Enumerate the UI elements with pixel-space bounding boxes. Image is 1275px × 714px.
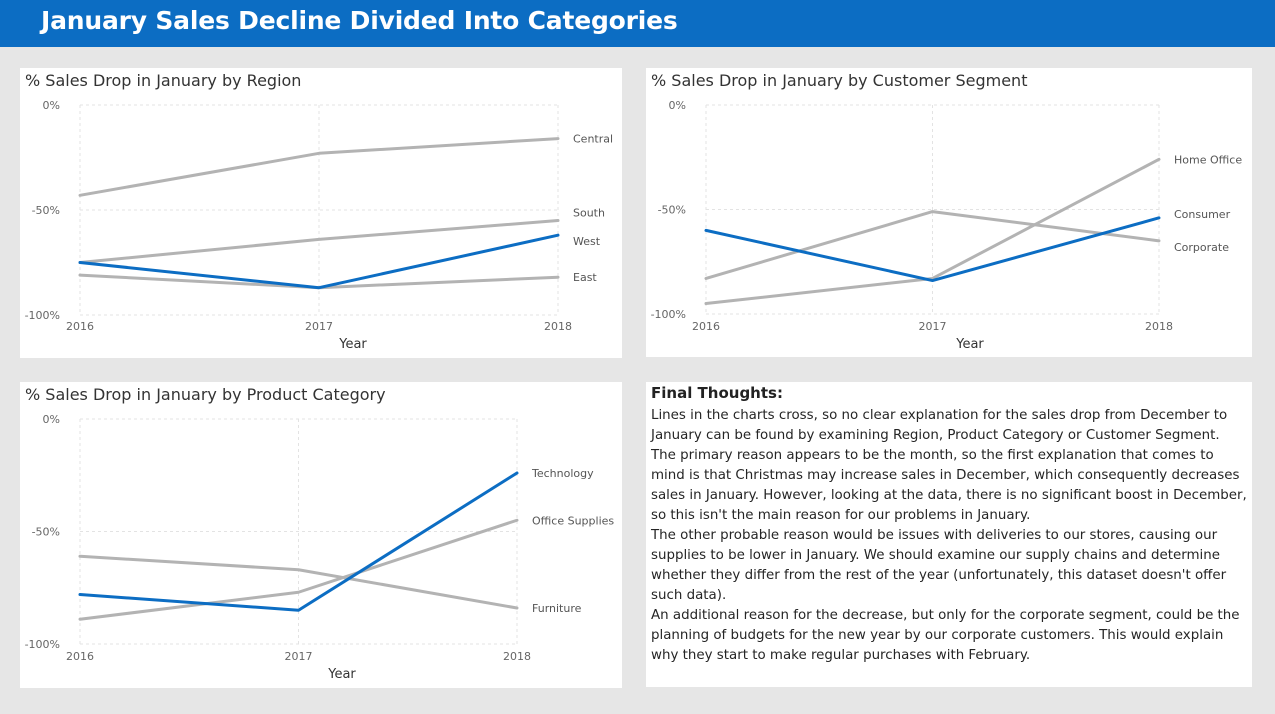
x-tick-label: 2016: [66, 320, 94, 333]
report-header: January Sales Decline Divided Into Categ…: [0, 0, 1275, 47]
final-thoughts-title: Final Thoughts:: [651, 384, 783, 402]
series-label-home-office: Home Office: [1174, 153, 1242, 166]
series-line-consumer[interactable]: [704, 216, 1161, 283]
series-line-west[interactable]: [78, 233, 560, 290]
x-tick-label: 2018: [503, 650, 531, 663]
series-label-technology: Technology: [531, 467, 594, 480]
final-thoughts-paragraph: An additional reason for the decrease, b…: [651, 608, 1240, 663]
series-line-technology[interactable]: [78, 471, 519, 612]
report-title: January Sales Decline Divided Into Categ…: [41, 6, 678, 35]
x-tick-label: 2018: [1145, 320, 1173, 333]
y-tick-label: -50%: [32, 526, 60, 539]
final-thoughts-body: Lines in the charts cross, so no clear e…: [651, 406, 1251, 666]
chart-panel-customer-segment[interactable]: % Sales Drop in January by Customer Segm…: [646, 68, 1252, 357]
y-tick-label: 0%: [669, 99, 686, 112]
series-line-central[interactable]: [78, 137, 560, 197]
final-thoughts-paragraph: The primary reason appears to be the mon…: [651, 448, 1247, 523]
series-label-south: South: [573, 207, 605, 220]
chart-panel-product-category[interactable]: % Sales Drop in January by Product Categ…: [20, 382, 622, 688]
y-tick-label: -100%: [25, 638, 60, 651]
chart-product-category-svg[interactable]: 0% -50% -100% 2016 2017 2018 Year Technology Off…: [20, 382, 622, 688]
series-label-east: East: [573, 271, 597, 284]
series-line-corporate[interactable]: [704, 210, 1161, 280]
chart-panel-region[interactable]: % Sales Drop in January by Region 0% -50%…: [20, 68, 622, 358]
series-line-home-office[interactable]: [704, 157, 1161, 306]
y-tick-label: 0%: [43, 413, 60, 426]
y-tick-label: -100%: [25, 309, 60, 322]
final-thoughts-paragraph: The other probable reason would be issue…: [651, 528, 1227, 603]
series-line-south[interactable]: [78, 219, 560, 264]
x-axis-title: Year: [955, 337, 984, 352]
x-tick-label: 2017: [919, 320, 947, 333]
x-tick-label: 2018: [544, 320, 572, 333]
series-line-furniture[interactable]: [78, 554, 519, 610]
x-tick-label: 2016: [692, 320, 720, 333]
series-label-west: West: [573, 235, 601, 248]
series-label-consumer: Consumer: [1174, 208, 1231, 221]
y-tick-label: 0%: [43, 99, 60, 112]
chart-region-svg[interactable]: 0% -50% -100% 2016 2017 2018 Year Central South W…: [20, 68, 622, 358]
x-axis-title: Year: [338, 337, 367, 352]
x-tick-label: 2017: [305, 320, 333, 333]
x-axis-title: Year: [327, 667, 356, 682]
x-tick-label: 2016: [66, 650, 94, 663]
series-label-corporate: Corporate: [1174, 241, 1229, 254]
chart-title-customer-segment: % Sales Drop in January by Customer Segm…: [651, 71, 1028, 90]
series-label-furniture: Furniture: [532, 602, 582, 615]
final-thoughts-panel: Final Thoughts: Lines in the charts cros…: [646, 382, 1252, 687]
x-tick-label: 2017: [285, 650, 313, 663]
final-thoughts-paragraph: Lines in the charts cross, so no clear e…: [651, 408, 1228, 443]
chart-title-product-category: % Sales Drop in January by Product Categ…: [25, 385, 386, 404]
chart-title-region: % Sales Drop in January by Region: [25, 71, 302, 90]
series-line-office-supplies[interactable]: [78, 518, 519, 621]
chart-customer-segment-svg[interactable]: 0% -50% -100% 2016 2017 2018 Year Home Office Co…: [646, 68, 1252, 357]
y-tick-label: -50%: [32, 204, 60, 217]
y-tick-label: -100%: [651, 308, 686, 321]
series-label-central: Central: [573, 133, 613, 146]
series-label-office-supplies: Office Supplies: [532, 514, 614, 527]
y-tick-label: -50%: [658, 204, 686, 217]
